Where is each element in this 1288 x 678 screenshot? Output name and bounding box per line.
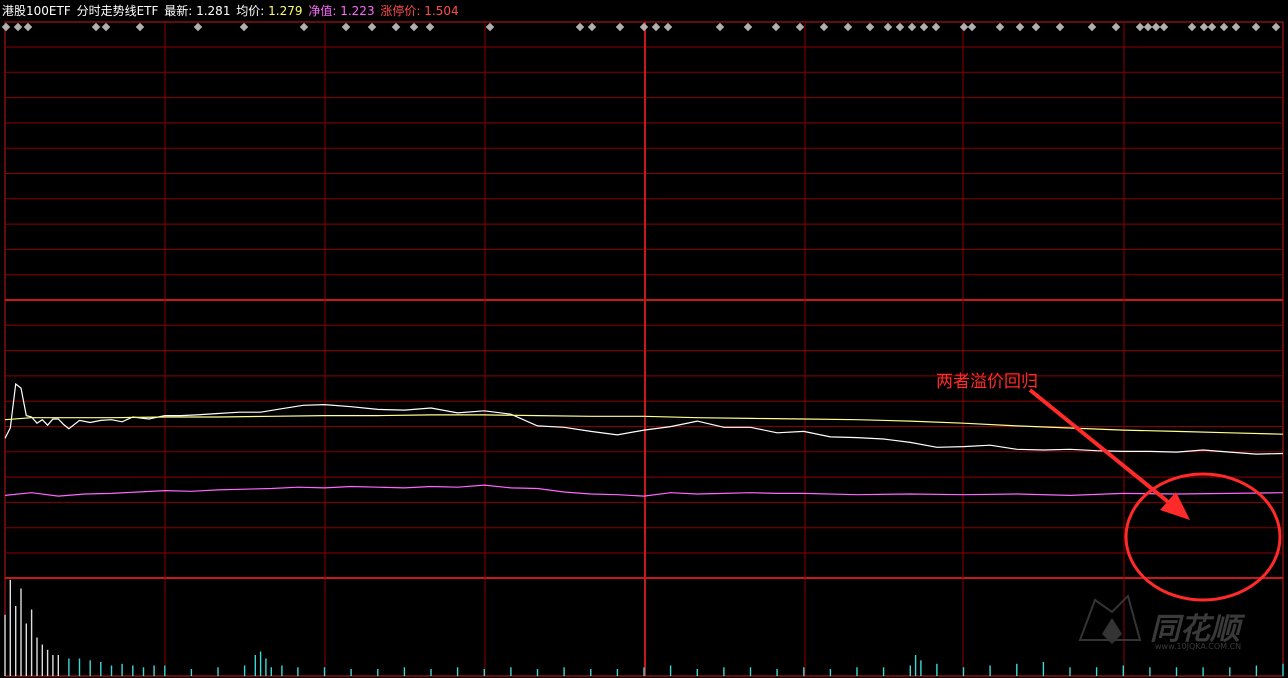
event-marker-icon <box>907 22 917 32</box>
event-marker-icon <box>587 22 597 32</box>
event-marker-icon <box>919 22 929 32</box>
event-marker-icon <box>1031 22 1041 32</box>
latest-label: 最新: <box>164 4 193 18</box>
chart-grid <box>4 21 1284 677</box>
event-marker-icon <box>1055 22 1065 32</box>
event-marker-icon <box>1231 22 1241 32</box>
event-marker-icon <box>1187 22 1197 32</box>
event-marker-icon <box>865 22 875 32</box>
event-marker-icon <box>895 22 905 32</box>
annotation-arrowhead <box>1160 492 1190 520</box>
event-marker-icon <box>23 22 33 32</box>
event-marker-icon <box>651 22 661 32</box>
event-marker-icon <box>843 22 853 32</box>
event-marker-icon <box>771 22 781 32</box>
nav-label: 净值: <box>308 4 337 18</box>
annotation-text: 两者溢价回归 <box>936 372 1038 392</box>
event-marker-icon <box>485 22 495 32</box>
annotation-circle <box>1124 472 1282 602</box>
event-marker-icon <box>1087 22 1097 32</box>
series-lines <box>4 382 1284 497</box>
event-marker-icon <box>1271 22 1281 32</box>
event-marker-icon <box>639 22 649 32</box>
event-marker-icon <box>819 22 829 32</box>
watermark-brand: 同花顺 <box>1150 612 1240 647</box>
event-marker-icon <box>743 22 753 32</box>
series-line <box>4 382 1284 455</box>
event-marker-icon <box>883 22 893 32</box>
event-marker-icon <box>299 22 309 32</box>
event-markers <box>1 22 1281 32</box>
event-marker-icon <box>341 22 351 32</box>
chart-header: 港股100ETF 分时走势线ETF 最新: 1.281 均价: 1.279 净值… <box>0 0 1288 22</box>
event-marker-icon <box>1143 22 1153 32</box>
event-marker-icon <box>1219 22 1229 32</box>
event-marker-icon <box>135 22 145 32</box>
avg-label: 均价: <box>236 4 265 18</box>
event-marker-icon <box>967 22 977 32</box>
latest-value: 1.281 <box>196 4 231 18</box>
event-marker-icon <box>575 22 585 32</box>
watermark-logo <box>1078 594 1142 644</box>
event-marker-icon <box>409 22 419 32</box>
limit-value: 1.504 <box>424 4 459 18</box>
event-marker-icon <box>1015 22 1025 32</box>
event-marker-icon <box>715 22 725 32</box>
event-marker-icon <box>1 22 11 32</box>
event-marker-icon <box>425 22 435 32</box>
event-marker-icon <box>1159 22 1169 32</box>
brand-spade-icon <box>1102 618 1122 644</box>
event-marker-icon <box>1251 22 1261 32</box>
event-marker-icon <box>367 22 377 32</box>
event-marker-icon <box>931 22 941 32</box>
event-marker-icon <box>101 22 111 32</box>
event-marker-icon <box>663 22 673 32</box>
avg-value: 1.279 <box>268 4 303 18</box>
chart-subtitle: 分时走势线ETF <box>76 4 159 18</box>
volume-bars <box>4 579 1284 676</box>
series-line <box>4 484 1284 497</box>
watermark-url: www.10JQKA.COM.CN <box>1155 642 1242 651</box>
event-marker-icon <box>959 22 969 32</box>
annotation-arrow <box>1028 388 1174 507</box>
security-name: 港股100ETF <box>2 4 71 18</box>
event-marker-icon <box>1135 22 1145 32</box>
event-marker-icon <box>13 22 23 32</box>
limit-label: 涨停价: <box>380 4 421 18</box>
brand-logo-icon <box>1078 594 1142 641</box>
annotation-shapes <box>1028 388 1282 602</box>
event-marker-icon <box>1111 22 1121 32</box>
event-marker-icon <box>795 22 805 32</box>
event-marker-icon <box>1151 22 1161 32</box>
event-marker-icon <box>1207 22 1217 32</box>
nav-value: 1.223 <box>340 4 375 18</box>
event-marker-icon <box>615 22 625 32</box>
event-marker-icon <box>1199 22 1209 32</box>
event-marker-icon <box>995 22 1005 32</box>
series-line <box>4 414 1284 435</box>
event-marker-icon <box>239 22 249 32</box>
event-marker-icon <box>193 22 203 32</box>
event-marker-icon <box>91 22 101 32</box>
event-marker-icon <box>391 22 401 32</box>
